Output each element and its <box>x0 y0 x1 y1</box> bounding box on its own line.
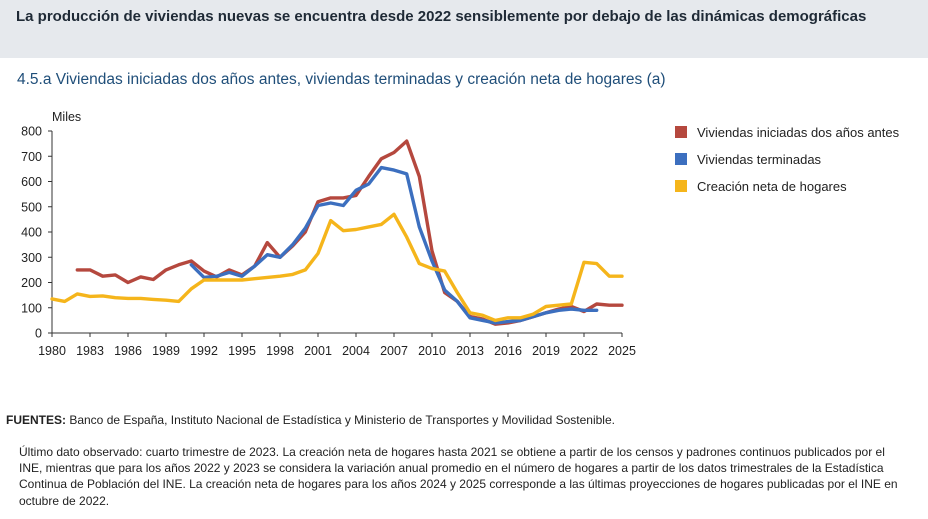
y-tick-label: 500 <box>21 200 42 214</box>
x-tick-label: 2022 <box>570 344 598 358</box>
x-tick-label: 2004 <box>342 344 370 358</box>
chart-axes: Miles 0 100 200 300 400 500 600 700 800 1980 1983 19… <box>21 110 636 358</box>
legend-label-1: Viviendas iniciadas dos años antes <box>697 125 900 140</box>
x-tick-label: 2016 <box>494 344 522 358</box>
y-tick-label: 800 <box>21 125 42 139</box>
sources-line: FUENTES: Banco de España, Instituto Naci… <box>6 413 615 427</box>
x-tick-label: 1995 <box>228 344 256 358</box>
legend-label-3: Creación neta de hogares <box>697 179 847 194</box>
x-tick-label: 1998 <box>266 344 294 358</box>
y-tick-label: 700 <box>21 150 42 164</box>
line-chart: Miles 0 100 200 300 400 500 600 700 800 1980 1983 19… <box>21 110 900 358</box>
x-tick-label: 1980 <box>38 344 66 358</box>
y-axis-unit-label: Miles <box>52 110 81 124</box>
x-tick-label: 1989 <box>152 344 180 358</box>
y-tick-label: 100 <box>21 301 42 315</box>
legend-swatch-1 <box>675 126 687 138</box>
x-tick-label: 2001 <box>304 344 332 358</box>
legend-swatch-3 <box>675 180 687 192</box>
x-tick-label: 2019 <box>532 344 560 358</box>
x-tick-label: 2013 <box>456 344 484 358</box>
chart-title: 4.5.a Viviendas iniciadas dos años antes… <box>17 71 666 88</box>
sources-label: FUENTES: <box>6 413 66 427</box>
chart-legend: Viviendas iniciadas dos años antes Vivien… <box>675 125 900 194</box>
y-tick-label: 600 <box>21 175 42 189</box>
series-line-2 <box>189 165 599 325</box>
y-tick-label: 300 <box>21 251 42 265</box>
x-tick-label: 2025 <box>608 344 636 358</box>
x-tick-label: 1983 <box>76 344 104 358</box>
x-tick-label: 1986 <box>114 344 142 358</box>
sources-text: Banco de España, Instituto Nacional de E… <box>66 413 615 427</box>
header-band: La producción de viviendas nuevas se enc… <box>0 0 928 58</box>
legend-label-2: Viviendas terminadas <box>697 152 822 167</box>
y-tick-label: 200 <box>21 276 42 290</box>
chart-note: Último dato observado: cuarto trimestre … <box>19 445 898 508</box>
legend-swatch-2 <box>675 153 687 165</box>
x-tick-label: 2007 <box>380 344 408 358</box>
series-line-1 <box>75 139 624 326</box>
y-tick-label: 400 <box>21 226 42 240</box>
x-tick-label: 1992 <box>190 344 218 358</box>
chart-series-lines <box>50 139 624 326</box>
x-tick-label: 2010 <box>418 344 446 358</box>
y-tick-label: 0 <box>35 327 42 341</box>
series-line-3 <box>50 212 624 323</box>
page-title: La producción de viviendas nuevas se enc… <box>16 8 867 25</box>
